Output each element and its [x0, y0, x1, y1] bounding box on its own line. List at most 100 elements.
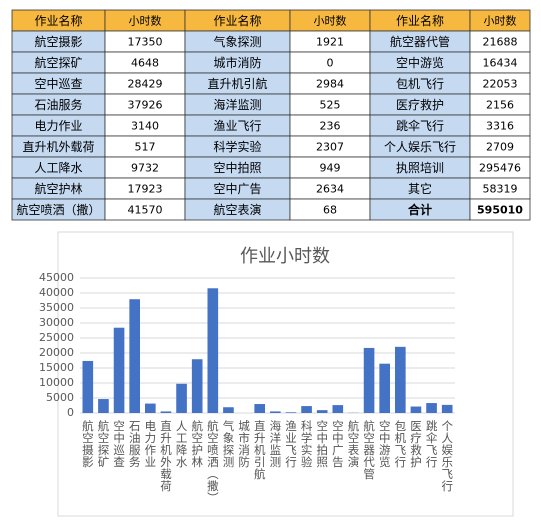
cell-text: 执照培训 — [396, 160, 444, 175]
cell-text: 空中拍照 — [213, 160, 261, 175]
bar — [332, 405, 344, 413]
cell-text: 16434 — [483, 57, 518, 70]
y-tick-label: 5000 — [46, 391, 74, 404]
x-tick-label: 医疗救护 — [409, 420, 423, 468]
cell-text: 直升机外载荷 — [22, 140, 94, 154]
cell-text: 渔业飞行 — [213, 119, 261, 133]
cell-text: 航空器代管 — [390, 34, 450, 49]
cell-text: 直升机引航 — [207, 76, 267, 91]
chart-title: 作业小时数 — [240, 246, 330, 267]
cell-text: 合计 — [408, 202, 432, 217]
cell-text: 2984 — [316, 78, 344, 91]
y-tick-label: 45000 — [39, 271, 74, 284]
x-tick-label: 航空器代管 — [362, 419, 376, 480]
y-tick-label: 10000 — [39, 376, 74, 389]
x-tick-label: 石油服务 — [128, 420, 142, 468]
x-tick-label: 科学实验 — [300, 419, 314, 468]
bar — [223, 407, 234, 413]
cell-text: 城市消防 — [213, 55, 261, 70]
cell-text: 航空表演 — [213, 202, 261, 217]
cell-text: 电力作业 — [34, 119, 82, 133]
cell-text: 作业名称 — [34, 13, 82, 28]
y-tick-label: 40000 — [39, 286, 74, 299]
cell-text: 科学实验 — [213, 139, 261, 154]
x-tick-label: 跳伞飞行 — [425, 419, 439, 468]
bar — [316, 410, 328, 413]
bar — [410, 406, 422, 413]
cell-text: 22053 — [483, 78, 518, 91]
bar — [441, 404, 453, 413]
bar — [363, 347, 375, 413]
x-tick-label: 航空表演 — [346, 419, 360, 468]
cell-text: 0 — [327, 57, 334, 70]
bar — [426, 403, 437, 413]
cell-text: 人工降水 — [34, 161, 82, 175]
cell-text: 3140 — [131, 120, 159, 133]
cell-text: 37926 — [128, 99, 163, 112]
cell-text: 525 — [320, 99, 341, 112]
x-tick-label: 电力作业 — [143, 420, 157, 468]
x-tick-label: 个人娱乐飞行 — [440, 420, 454, 492]
cell-text: 其它 — [408, 181, 432, 196]
cell-text: 石油服务 — [34, 97, 82, 112]
cell-text: 21688 — [483, 36, 518, 49]
bar — [145, 403, 156, 413]
x-tick-label: 直升机外载荷 — [159, 419, 173, 492]
x-tick-label: 气象探测 — [221, 419, 235, 468]
cell-text: 小时数 — [129, 15, 162, 28]
x-tick-label: 包机飞行 — [393, 420, 407, 468]
x-tick-label: 空中拍照 — [315, 419, 329, 468]
x-tick-label: 航空护林 — [190, 419, 204, 468]
y-tick-label: 25000 — [39, 331, 74, 344]
cell-text: 空中广告 — [213, 181, 261, 196]
cell-text: 空中游览 — [396, 55, 444, 70]
cell-text: 28429 — [128, 78, 163, 91]
bar — [98, 399, 109, 413]
cell-text: 3316 — [486, 120, 514, 133]
cell-text: 236 — [320, 120, 341, 133]
cell-text: 595010 — [477, 204, 523, 217]
bar — [129, 299, 140, 413]
bar — [113, 327, 125, 413]
bar — [270, 411, 281, 413]
cell-text: 2634 — [316, 183, 344, 196]
cell-text: 航空护林 — [34, 181, 82, 196]
cell-text: 2709 — [486, 141, 514, 154]
bar — [176, 383, 187, 413]
bar — [191, 359, 203, 413]
bar — [254, 404, 265, 413]
bar — [301, 406, 312, 413]
cell-text: 个人娱乐飞行 — [384, 140, 456, 154]
cell-text: 41570 — [128, 204, 163, 217]
cell-text: 295476 — [479, 162, 521, 175]
bar — [379, 363, 390, 413]
x-tick-label: 渔业飞行 — [284, 420, 298, 468]
cell-text: 气象探测 — [213, 34, 261, 49]
x-tick-label: 航空探矿 — [96, 419, 110, 468]
x-tick-label: 直升机引航 — [253, 419, 267, 480]
x-tick-label: 海洋监测 — [268, 419, 282, 468]
y-tick-label: 15000 — [39, 361, 74, 374]
x-tick-label: 航空喷洒（撒） — [206, 419, 220, 504]
cell-text: 17923 — [128, 183, 163, 196]
bar — [160, 411, 172, 413]
x-tick-label: 空中游览 — [378, 419, 392, 468]
x-tick-label: 空中巡查 — [112, 419, 126, 468]
cell-text: 小时数 — [484, 15, 517, 28]
y-tick-label: 35000 — [39, 301, 74, 314]
cell-text: 航空探矿 — [34, 55, 82, 70]
x-tick-label: 城市消防 — [237, 420, 251, 468]
cell-text: 医疗救护 — [396, 97, 444, 112]
cell-text: 航空喷洒（撒） — [16, 202, 100, 217]
table-cell — [469, 198, 531, 221]
bar — [395, 346, 406, 413]
cell-text: 68 — [323, 204, 337, 217]
cell-text: 4648 — [131, 57, 159, 70]
cell-text: 航空摄影 — [34, 34, 82, 49]
y-tick-label: 30000 — [39, 316, 74, 329]
cell-text: 58319 — [483, 183, 518, 196]
cell-text: 2156 — [486, 99, 514, 112]
cell-text: 1921 — [316, 36, 344, 49]
